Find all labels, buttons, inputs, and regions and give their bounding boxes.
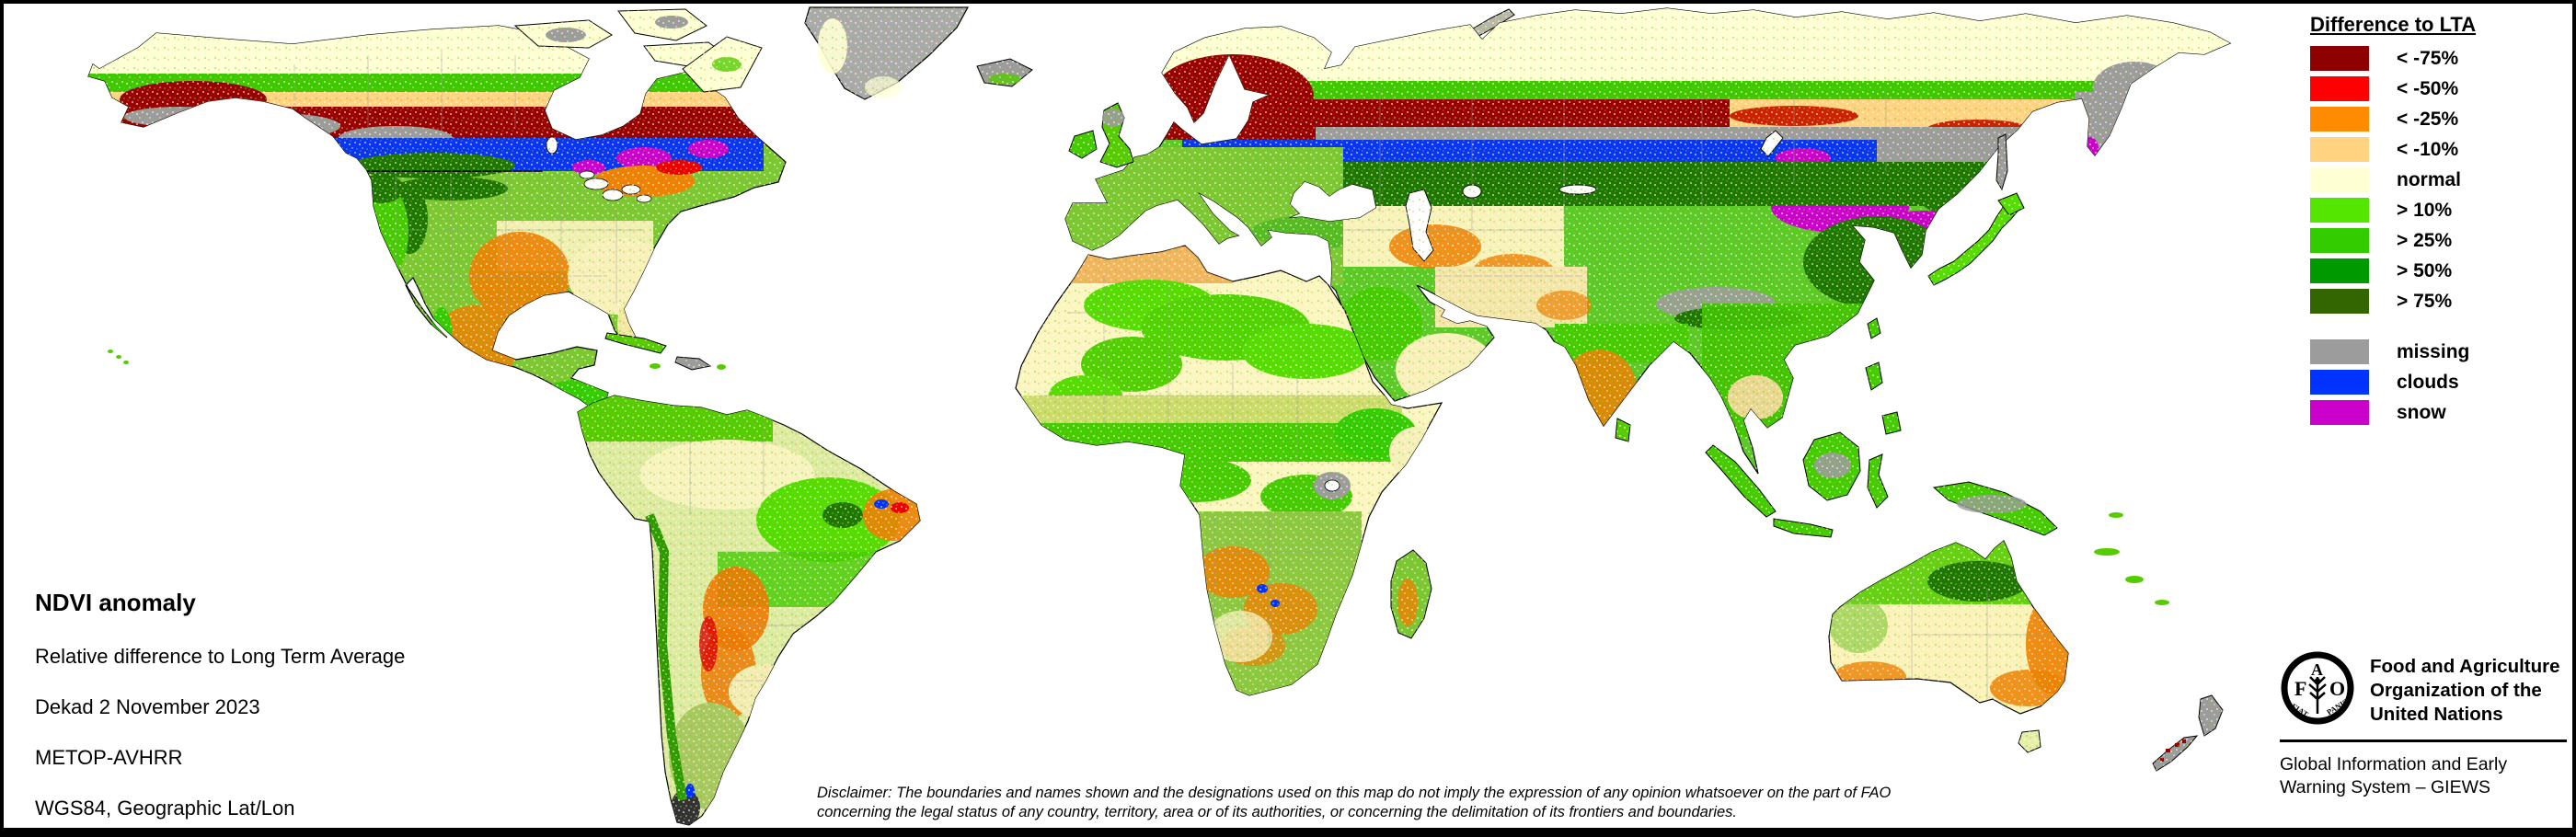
legend-row: < -10%: [2310, 137, 2476, 162]
legend-row: > 50%: [2310, 258, 2476, 283]
legend-row: > 75%: [2310, 289, 2476, 314]
map-dekad: Dekad 2 November 2023: [35, 695, 260, 718]
legend-swatch-gt-10-icon: [2310, 198, 2369, 223]
disclaimer-line-1: Disclaimer: The boundaries and names sho…: [817, 785, 1892, 801]
legend-row: < -25%: [2310, 107, 2476, 132]
svg-text:O: O: [2329, 677, 2345, 700]
legend-swatch-missing-icon: [2310, 339, 2369, 364]
legend-swatch-gt-75-icon: [2310, 289, 2369, 314]
legend-swatch-snow-icon: [2310, 400, 2369, 425]
map-projection: WGS84, Geographic Lat/Lon: [35, 797, 295, 820]
legend-row: > 10%: [2310, 198, 2476, 223]
legend: Difference to LTA < -75% < -50% < -25% <…: [2305, 11, 2482, 440]
map-title: NDVI anomaly: [35, 589, 196, 616]
legend-title: Difference to LTA: [2310, 13, 2477, 36]
legend-row: < -75%: [2310, 46, 2476, 71]
small-islands: [108, 350, 2169, 605]
map-info-block: NDVI anomaly Relative difference to Long…: [35, 589, 405, 820]
map-sensor: METOP-AVHRR: [35, 746, 183, 769]
map-subtitle: Relative difference to Long Term Average: [35, 645, 406, 668]
legend-swatch-lt-75-icon: [2310, 46, 2369, 71]
legend-swatch-gt-25-icon: [2310, 228, 2369, 253]
legend-row: snow: [2310, 400, 2476, 425]
fao-footer: F A O FIAT PANIS Food and Agriculture Or…: [2280, 649, 2570, 799]
giews-name: Global Information and Early Warning Sys…: [2280, 754, 2508, 797]
legend-swatch-lt-50-icon: [2310, 76, 2369, 101]
legend-swatch-gt-50-icon: [2310, 258, 2369, 283]
legend-swatch-lt-25-icon: [2310, 107, 2369, 132]
fao-divider: [2280, 740, 2567, 742]
fao-org-name: Food and Agriculture Organization of the…: [2370, 656, 2560, 725]
legend-swatch-lt-10-icon: [2310, 137, 2369, 162]
legend-swatch-normal-icon: [2310, 167, 2369, 192]
legend-row: > 25%: [2310, 228, 2476, 253]
legend-row: missing: [2310, 339, 2476, 364]
legend-row: < -50%: [2310, 76, 2476, 101]
svg-text:A: A: [2311, 660, 2323, 679]
legend-row: clouds: [2310, 370, 2476, 395]
disclaimer-line-2: concerning the legal status of any count…: [817, 804, 1737, 820]
disclaimer: Disclaimer: The boundaries and names sho…: [817, 784, 2031, 822]
fao-logo-icon: F A O FIAT PANIS: [2281, 651, 2354, 725]
svg-text:F: F: [2294, 677, 2306, 700]
legend-swatch-clouds-icon: [2310, 370, 2369, 395]
legend-row: normal: [2310, 167, 2476, 192]
